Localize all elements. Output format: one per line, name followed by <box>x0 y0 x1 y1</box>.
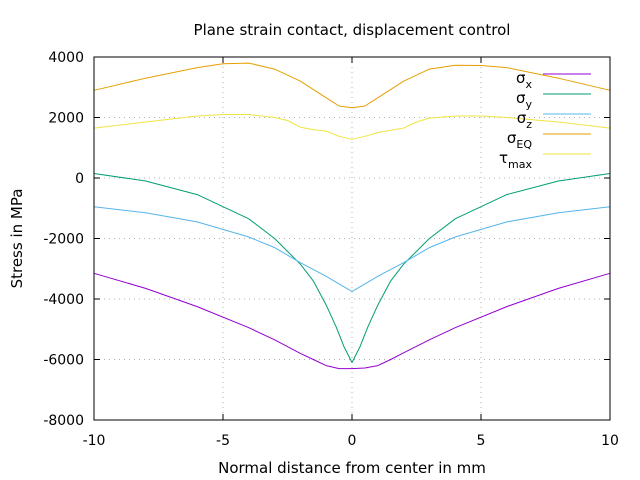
x-tick-label: 10 <box>601 433 619 449</box>
legend-label-y: σy <box>516 89 533 111</box>
series-line-z <box>93 206 611 292</box>
y-tick-label: -8000 <box>43 413 84 429</box>
y-tick-label: 0 <box>75 171 84 187</box>
series-line-max <box>93 114 611 140</box>
x-tick-label: -10 <box>83 433 106 449</box>
series-lines <box>93 62 611 370</box>
legend-label-eq: σEQ <box>507 129 532 151</box>
y-tick-label: 4000 <box>48 50 84 66</box>
chart-title: Plane strain contact, displacement contr… <box>194 21 511 39</box>
x-tick-label: -5 <box>216 433 230 449</box>
plot-frame <box>93 56 611 421</box>
x-axis-label: Normal distance from center in mm <box>218 459 486 477</box>
y-tick-label: -2000 <box>43 232 84 248</box>
x-tick-label: 5 <box>477 433 486 449</box>
legend-label-z: σz <box>517 109 533 131</box>
y-tick-label: -4000 <box>43 292 84 308</box>
grid <box>94 57 610 420</box>
series-line-x <box>93 272 611 370</box>
y-axis-label: Stress in MPa <box>8 189 26 289</box>
legend-label-max: τmax <box>499 149 532 171</box>
axis-ticks: -10 -5 0 5 10 -8000 -6000 -4000 -2000 0 2000 4000 <box>43 50 619 449</box>
series-line-eq <box>93 62 611 109</box>
series-line-y <box>93 173 611 363</box>
y-tick-label: -6000 <box>43 353 84 369</box>
y-tick-label: 2000 <box>48 111 84 127</box>
x-tick-label: 0 <box>348 433 357 449</box>
legend-label-x: σx <box>516 69 533 91</box>
